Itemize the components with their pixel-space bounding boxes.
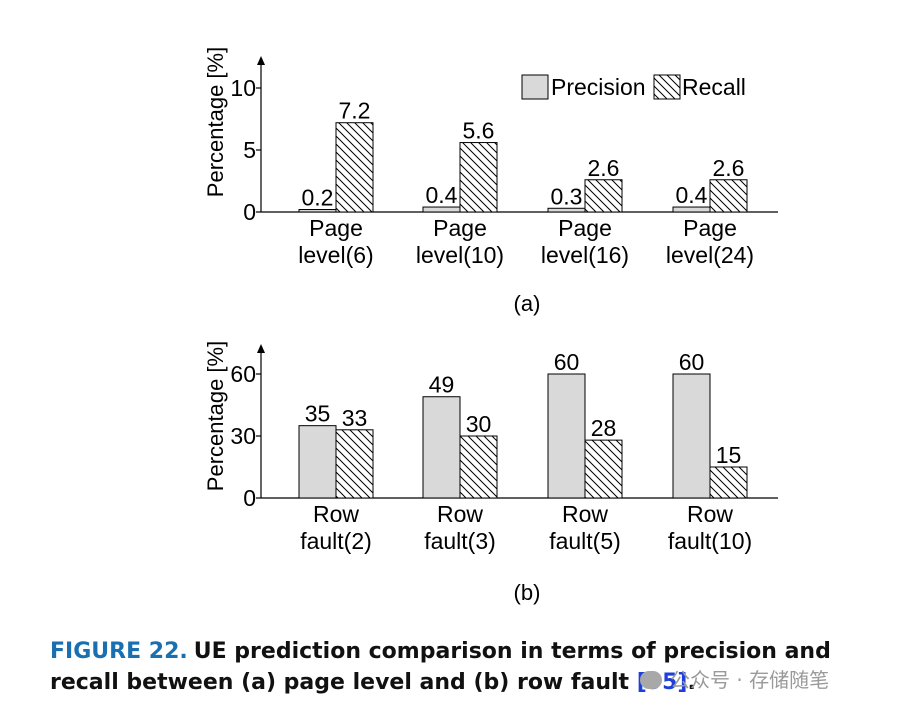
caption-end: . [687, 670, 696, 695]
legend-precision-label: Precision [551, 74, 646, 100]
data-label-precision: 0.2 [302, 185, 334, 211]
bar-recall [335, 122, 374, 213]
y-tick-label: 5 [243, 137, 256, 163]
figure-label: FIGURE 22. [50, 639, 188, 664]
data-label-recall: 2.6 [588, 155, 620, 181]
x-tick-label-line2: level(16) [541, 242, 629, 268]
y-tick-label: 10 [230, 75, 256, 101]
x-tick-label-line1: Row [437, 501, 483, 527]
legend-recall-swatch [653, 74, 681, 100]
data-label-recall: 33 [342, 405, 368, 431]
bar-precision [672, 373, 711, 499]
bar-recall [335, 429, 374, 499]
bar-recall [584, 439, 623, 499]
bar-recall [709, 179, 748, 213]
bar-precision [422, 396, 461, 499]
bar-recall [459, 435, 498, 499]
data-label-precision: 60 [554, 349, 580, 375]
data-label-recall: 15 [716, 442, 742, 468]
data-label-precision: 0.4 [426, 182, 458, 208]
watermark-text: 公众号 · 存储随笔 [670, 668, 830, 692]
legend-precision-swatch [521, 74, 549, 100]
x-tick-label-line2: level(24) [666, 242, 754, 268]
x-tick-label-line1: Page [309, 215, 363, 241]
bar-precision [547, 373, 586, 499]
figure-caption: FIGURE 22. UE prediction comparison in te… [50, 636, 900, 698]
caption-text: UE prediction comparison in terms of pre… [50, 639, 831, 695]
data-label-recall: 2.6 [713, 155, 745, 181]
data-label-precision: 0.4 [676, 182, 708, 208]
data-label-recall: 30 [466, 411, 492, 437]
legend: Precision Recall [521, 74, 746, 100]
watermark: 公众号 · 存储随笔 [640, 664, 829, 693]
panel-label: (b) [514, 580, 541, 605]
y-axis-label: Percentage [%] [203, 47, 228, 197]
bar-recall [584, 179, 623, 213]
x-tick-label-line1: Page [433, 215, 487, 241]
data-label-precision: 60 [679, 349, 705, 375]
x-tick-label-line2: level(10) [416, 242, 504, 268]
y-tick-label: 60 [230, 361, 256, 387]
data-label-precision: 35 [305, 401, 331, 427]
wechat-icon [640, 671, 662, 689]
legend-recall-label: Recall [682, 74, 746, 100]
data-label-recall: 28 [591, 415, 617, 441]
x-tick-label-line1: Row [313, 501, 359, 527]
panel-label: (a) [514, 291, 541, 316]
x-tick-label-line1: Row [562, 501, 608, 527]
y-tick-label: 0 [243, 485, 256, 511]
y-axis-arrow [257, 344, 265, 353]
data-label-recall: 5.6 [463, 118, 495, 144]
x-tick-label-line2: fault(3) [424, 528, 496, 554]
data-label-recall: 7.2 [339, 98, 371, 124]
y-axis-label: Percentage [%] [203, 341, 228, 491]
x-tick-label-line1: Row [687, 501, 733, 527]
data-label-precision: 49 [429, 372, 455, 398]
y-tick-label: 0 [243, 199, 256, 225]
bar-precision [298, 425, 337, 499]
x-tick-label-line1: Page [558, 215, 612, 241]
bar-recall [709, 466, 748, 499]
x-tick-label-line1: Page [683, 215, 737, 241]
x-tick-label-line2: fault(10) [668, 528, 752, 554]
x-tick-label-line2: level(6) [298, 242, 373, 268]
bar-recall [459, 142, 498, 213]
x-tick-label-line2: fault(5) [549, 528, 621, 554]
data-label-precision: 0.3 [551, 183, 583, 209]
y-axis-arrow [257, 56, 265, 65]
x-tick-label-line2: fault(2) [300, 528, 372, 554]
y-tick-label: 30 [230, 423, 256, 449]
